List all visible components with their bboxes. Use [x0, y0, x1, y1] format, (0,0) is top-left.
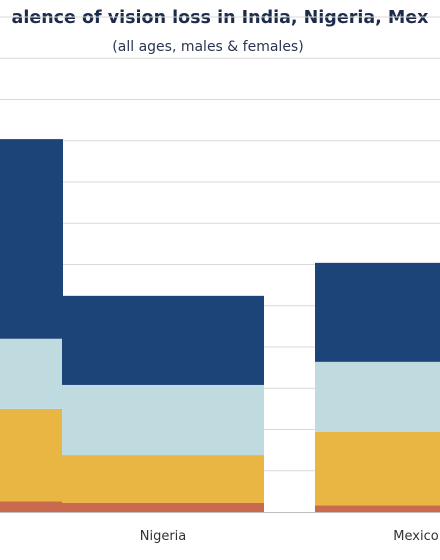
x-tick-labels: Nigeria Mexico — [140, 529, 439, 544]
bar-segment-0-1 — [0, 408, 63, 502]
bar-segment-2-2 — [315, 361, 440, 432]
x-tick-label: Mexico — [393, 529, 438, 544]
bar-segment-1-1 — [62, 455, 264, 503]
bar-segment-0-2 — [0, 338, 63, 409]
bar-segment-1-2 — [62, 384, 264, 456]
bar-segment-2-1 — [315, 431, 440, 506]
x-tick-label: Nigeria — [140, 529, 187, 544]
bar-segment-1-0 — [62, 502, 264, 512]
chart-subtitle: (all ages, males & females) — [0, 39, 440, 55]
bar-segment-2-0 — [315, 505, 440, 512]
bar-segment-2-3 — [315, 262, 440, 362]
bar-segment-0-3 — [0, 139, 63, 339]
chart-subtitle-text: (all ages, males & females) — [112, 39, 304, 55]
bars — [0, 139, 440, 512]
bar-segment-0-0 — [0, 501, 63, 512]
chart-title: alence of vision loss in India, Nigeria,… — [0, 8, 440, 28]
bar-segment-1-3 — [62, 295, 264, 385]
chart-title-text: alence of vision loss in India, Nigeria,… — [11, 8, 429, 28]
